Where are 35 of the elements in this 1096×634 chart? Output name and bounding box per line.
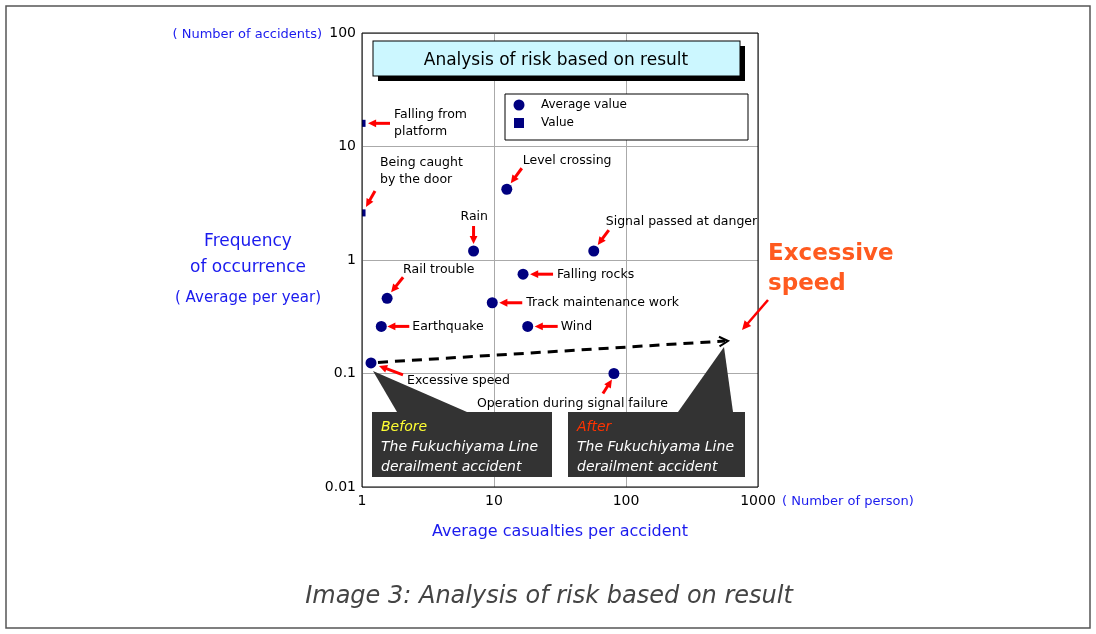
y-tick-label: 0.1 — [333, 364, 356, 381]
x-axis-title: Average casualties per accident — [431, 521, 689, 541]
annotation: Level crossing — [522, 151, 612, 167]
annotation: The Fukuchiyama Line derailment accident — [577, 438, 734, 474]
text: Excessive speed — [768, 238, 894, 295]
y-tick-label: 1 — [347, 250, 356, 267]
annotation: Operation during signal failure — [476, 394, 669, 410]
annotation: Rail trouble — [403, 260, 475, 276]
annotation: Falling from platform — [394, 105, 468, 138]
annotation: Signal passed at danger — [605, 213, 759, 229]
x-tick-label: 1 — [357, 492, 367, 509]
x-tick-label: 10 — [485, 492, 503, 509]
y-tick-label: 10 — [338, 137, 356, 154]
annotation: Rain — [460, 208, 489, 224]
annotation: Earthquake — [412, 317, 485, 333]
y-tick-label: 0.01 — [324, 477, 356, 494]
annotation: Being caught by the door — [380, 154, 463, 187]
text: ( Number of person) — [782, 493, 914, 509]
x-tick-label: 100 — [612, 492, 640, 509]
annotation: The Fukuchiyama Line derailment accident — [381, 438, 538, 474]
title-banner: Analysis of risk based on result — [372, 40, 745, 81]
annotation: Falling rocks — [557, 266, 635, 282]
x-tick-label: 1000 — [740, 492, 776, 509]
annotation: Track maintenance work — [525, 294, 680, 310]
annotation: Before — [381, 418, 428, 434]
annotation: After — [576, 418, 613, 434]
y-axis-title: Frequency of occurrence — [189, 230, 307, 277]
text: Image 3: Analysis of risk based on result — [305, 581, 795, 610]
legend-label: Value — [541, 115, 574, 130]
annotation: Wind — [560, 317, 593, 333]
text: ( Number of accidents) — [172, 26, 322, 42]
text: ( Average per year) — [175, 287, 321, 306]
annotation: Excessive speed — [407, 372, 510, 388]
y-tick-label: 100 — [329, 23, 356, 40]
legend-label: Average value — [541, 97, 627, 112]
